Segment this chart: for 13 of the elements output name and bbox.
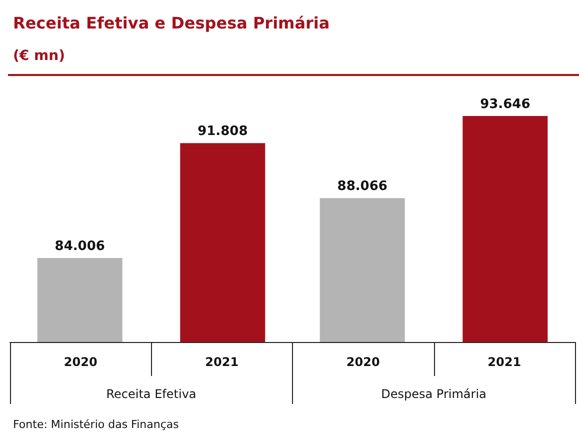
data-label: 93.646 xyxy=(480,97,530,112)
chart-subtitle: (€ mn) xyxy=(13,48,65,64)
data-label: 84.006 xyxy=(54,238,105,254)
text: 2021 xyxy=(488,355,522,369)
series-label: 2020 xyxy=(64,355,98,369)
source-note: Fonte: Ministério das Finanças xyxy=(13,418,180,431)
x-tick-label: Receita Efetiva xyxy=(106,387,196,401)
chart-title: Receita Efetiva e Despesa Primária xyxy=(13,14,330,32)
series-label: 2021 xyxy=(205,355,239,369)
text: 2020 xyxy=(346,355,380,369)
data-label: 88.066 xyxy=(337,179,388,194)
data-label: 91.808 xyxy=(198,124,248,140)
x-tick-label: Despesa Primária xyxy=(381,387,486,401)
